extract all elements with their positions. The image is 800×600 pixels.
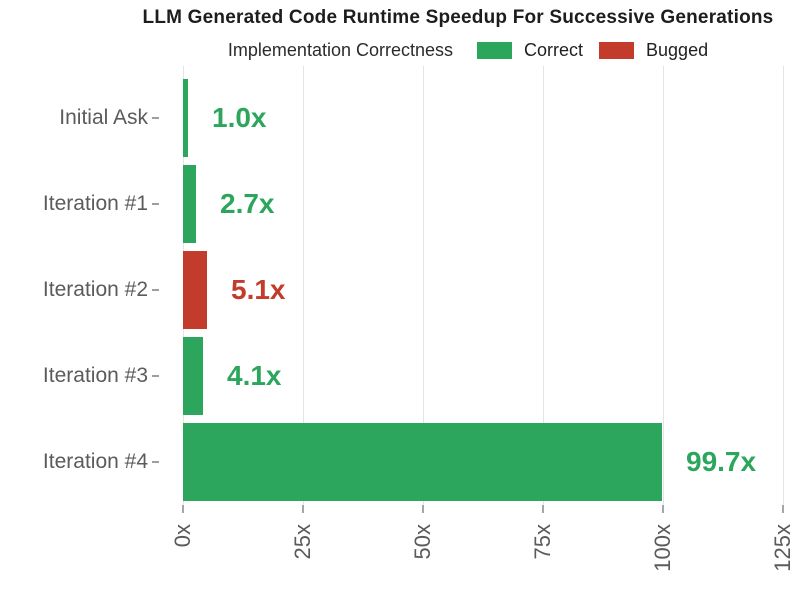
x-tick-mark bbox=[422, 505, 424, 513]
x-tick-mark bbox=[302, 505, 304, 513]
bar-correct bbox=[183, 423, 662, 501]
legend-label-bugged: Bugged bbox=[646, 39, 709, 60]
x-tick-label: 25x bbox=[290, 524, 315, 560]
y-tick-mark bbox=[152, 461, 159, 463]
y-tick-mark bbox=[152, 203, 159, 205]
bar-correct bbox=[183, 165, 196, 243]
legend-swatch-correct-icon bbox=[477, 41, 513, 59]
x-gridline bbox=[303, 66, 304, 505]
value-label: 4.1x bbox=[227, 360, 282, 391]
x-tick-mark bbox=[542, 505, 544, 513]
bar-wrap: 1.0x bbox=[183, 79, 267, 157]
bar-wrap: 2.7x bbox=[183, 165, 275, 243]
legend-label-correct: Correct bbox=[524, 39, 584, 60]
value-label: 5.1x bbox=[231, 274, 286, 305]
bar-wrap: 4.1x bbox=[183, 337, 282, 415]
bar-row: Initial Ask 1.0x bbox=[0, 75, 800, 161]
category-label: Initial Ask bbox=[59, 106, 148, 129]
bar-correct bbox=[183, 337, 203, 415]
x-tick-label: 125x bbox=[770, 524, 795, 572]
x-gridline bbox=[663, 66, 664, 505]
x-tick-label: 100x bbox=[650, 524, 675, 572]
bar-bugged bbox=[183, 251, 207, 329]
x-gridline bbox=[543, 66, 544, 505]
category-label: Iteration #2 bbox=[42, 278, 148, 301]
category-label: Iteration #4 bbox=[42, 450, 148, 473]
value-label: 2.7x bbox=[220, 188, 275, 219]
x-tick-label: 50x bbox=[410, 524, 435, 560]
bar-wrap: 5.1x bbox=[183, 251, 286, 329]
legend-title: Implementation Correctness bbox=[227, 39, 454, 60]
category-label: Iteration #1 bbox=[42, 192, 148, 215]
y-tick-mark bbox=[152, 117, 159, 119]
bar-correct bbox=[183, 79, 188, 157]
category-label: Iteration #3 bbox=[42, 364, 148, 387]
value-label: 99.7x bbox=[686, 446, 757, 477]
x-gridline bbox=[423, 66, 424, 505]
x-tick-label: 0x bbox=[170, 524, 195, 548]
value-label: 1.0x bbox=[212, 102, 267, 133]
y-tick-mark bbox=[152, 289, 159, 291]
chart-title: LLM Generated Code Runtime Speedup For S… bbox=[142, 7, 774, 28]
x-tick-label: 75x bbox=[530, 524, 555, 560]
x-tick-mark bbox=[182, 505, 184, 513]
x-tick-mark bbox=[782, 505, 784, 513]
bar-row: Iteration #2 5.1x bbox=[0, 247, 800, 333]
x-gridline bbox=[783, 66, 784, 505]
bar-row: Iteration #4 99.7x bbox=[0, 419, 800, 505]
y-tick-mark bbox=[152, 375, 159, 377]
legend-swatch-bugged-icon bbox=[599, 41, 635, 59]
bar-row: Iteration #3 4.1x bbox=[0, 333, 800, 419]
bar-wrap: 99.7x bbox=[183, 423, 756, 501]
bar-row: Iteration #1 2.7x bbox=[0, 161, 800, 247]
legend: Implementation Correctness Correct Bugge… bbox=[0, 38, 800, 62]
x-tick-mark bbox=[662, 505, 664, 513]
plot-rows: Initial Ask 1.0x Iteration #1 2.7x Iteration… bbox=[0, 66, 800, 505]
